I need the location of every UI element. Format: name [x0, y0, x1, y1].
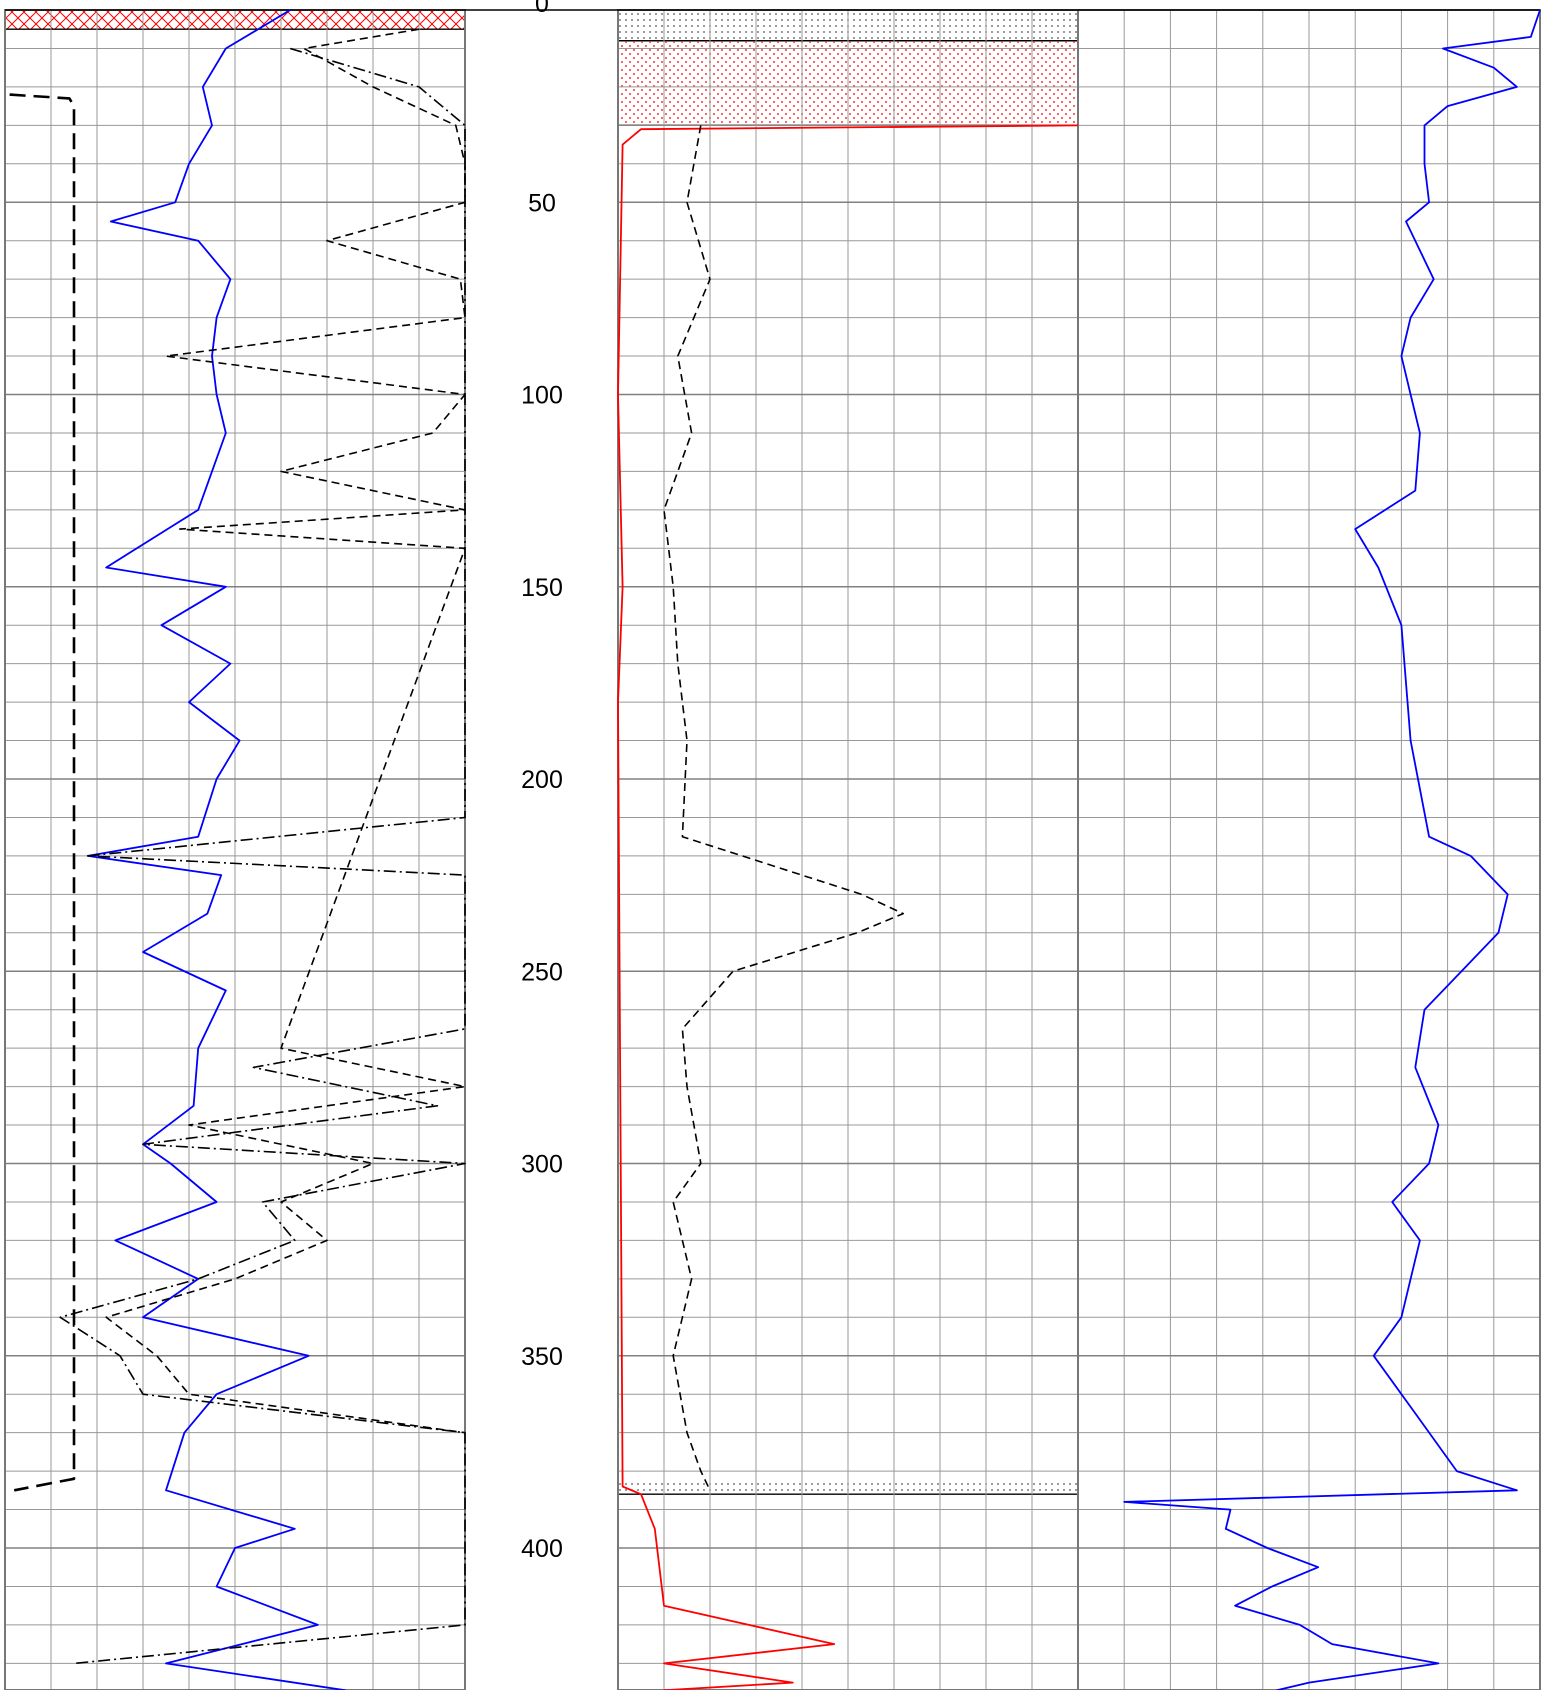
- lithology-layer: [5, 10, 1078, 1495]
- depth-labels: 0 50 100 150 200 250 300 350 400: [521, 0, 563, 1563]
- curve-track0-series0: [86, 9, 346, 1690]
- curve-layer: [9, 9, 1541, 1690]
- depth-tick-label: 300: [521, 1151, 563, 1179]
- curve-track1-series1: [663, 125, 905, 1491]
- grid-layer: [4, 9, 1541, 1690]
- depth-tick-label: 400: [521, 1535, 563, 1563]
- depth-tick-label: 50: [528, 189, 556, 217]
- depth-tick-label: 350: [521, 1343, 563, 1371]
- curve-track1-series0: [617, 124, 1079, 1690]
- depth-tick-label: 0: [535, 0, 549, 18]
- curve-track0-series1: [105, 28, 466, 1434]
- depth-tick-label: 150: [521, 574, 563, 602]
- curve-track0-series3: [9, 93, 76, 1492]
- curve-track2-series0: [1123, 9, 1541, 1690]
- depth-tick-label: 100: [521, 382, 563, 410]
- curve-track0-series2: [59, 47, 466, 1665]
- depth-tick-label: 250: [521, 958, 563, 986]
- depth-tick-label: 200: [521, 766, 563, 794]
